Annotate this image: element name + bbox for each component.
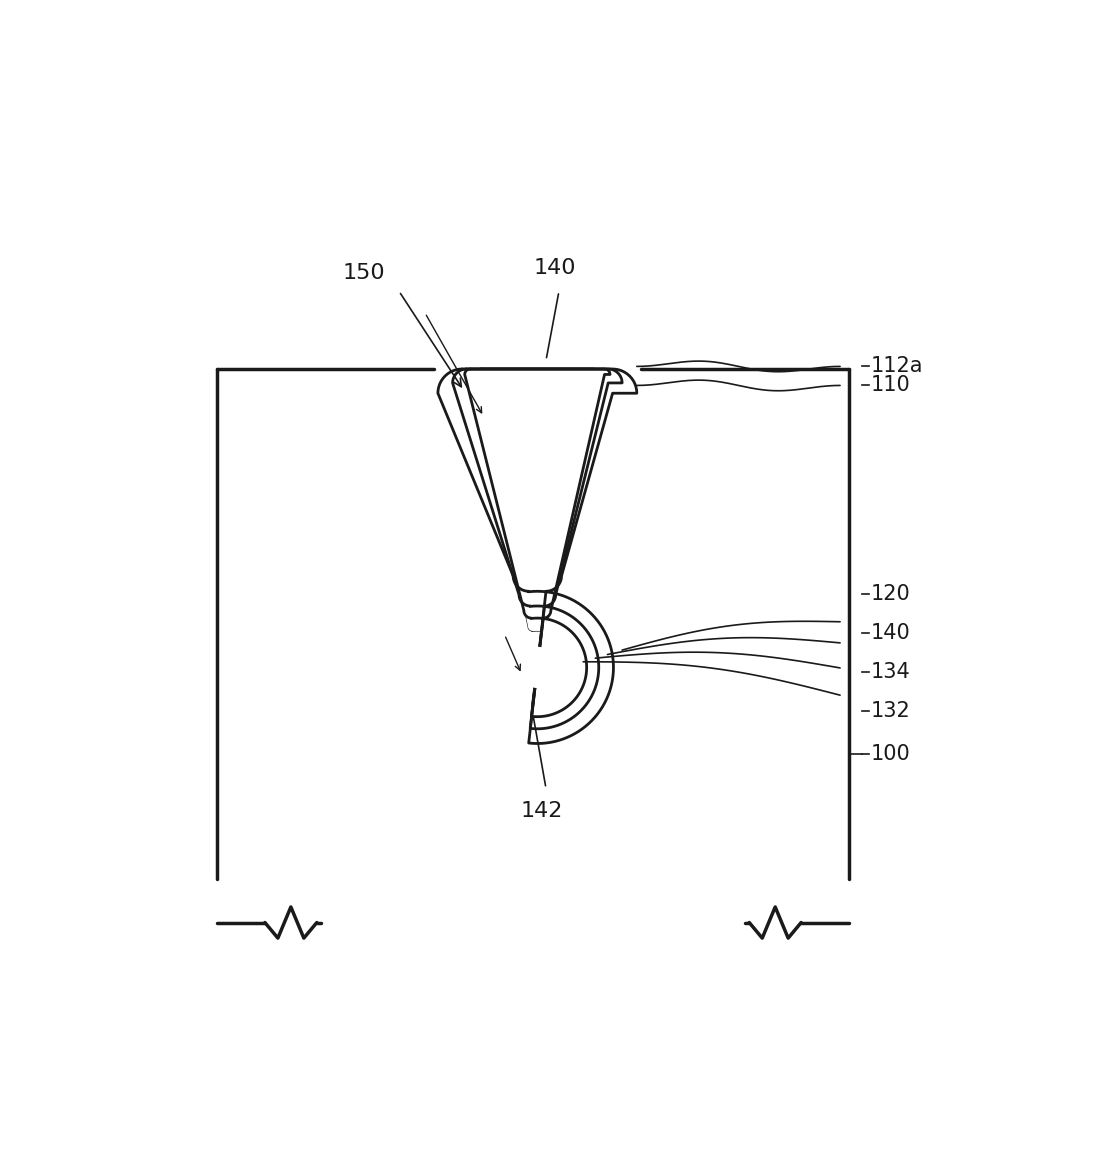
Text: 140: 140 bbox=[870, 623, 910, 643]
Polygon shape bbox=[464, 369, 610, 716]
Text: 150: 150 bbox=[343, 262, 386, 282]
Polygon shape bbox=[453, 369, 622, 729]
Text: 134: 134 bbox=[870, 662, 910, 682]
Polygon shape bbox=[477, 369, 598, 704]
Text: 110: 110 bbox=[870, 375, 910, 395]
Text: 140: 140 bbox=[533, 259, 576, 279]
Text: 132: 132 bbox=[870, 701, 910, 721]
Text: 100: 100 bbox=[870, 744, 910, 764]
Circle shape bbox=[518, 648, 557, 687]
Text: 142: 142 bbox=[520, 802, 562, 822]
Text: 120: 120 bbox=[870, 583, 910, 604]
Text: 112a: 112a bbox=[870, 356, 923, 376]
